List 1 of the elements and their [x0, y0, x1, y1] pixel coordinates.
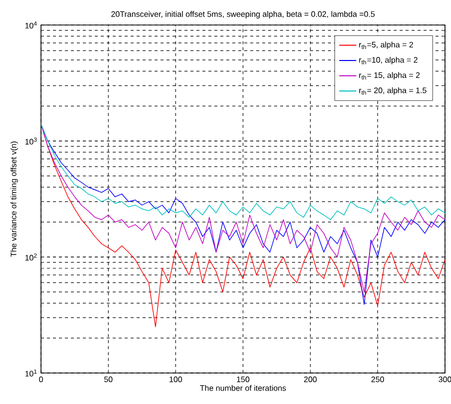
line-series [41, 124, 446, 220]
